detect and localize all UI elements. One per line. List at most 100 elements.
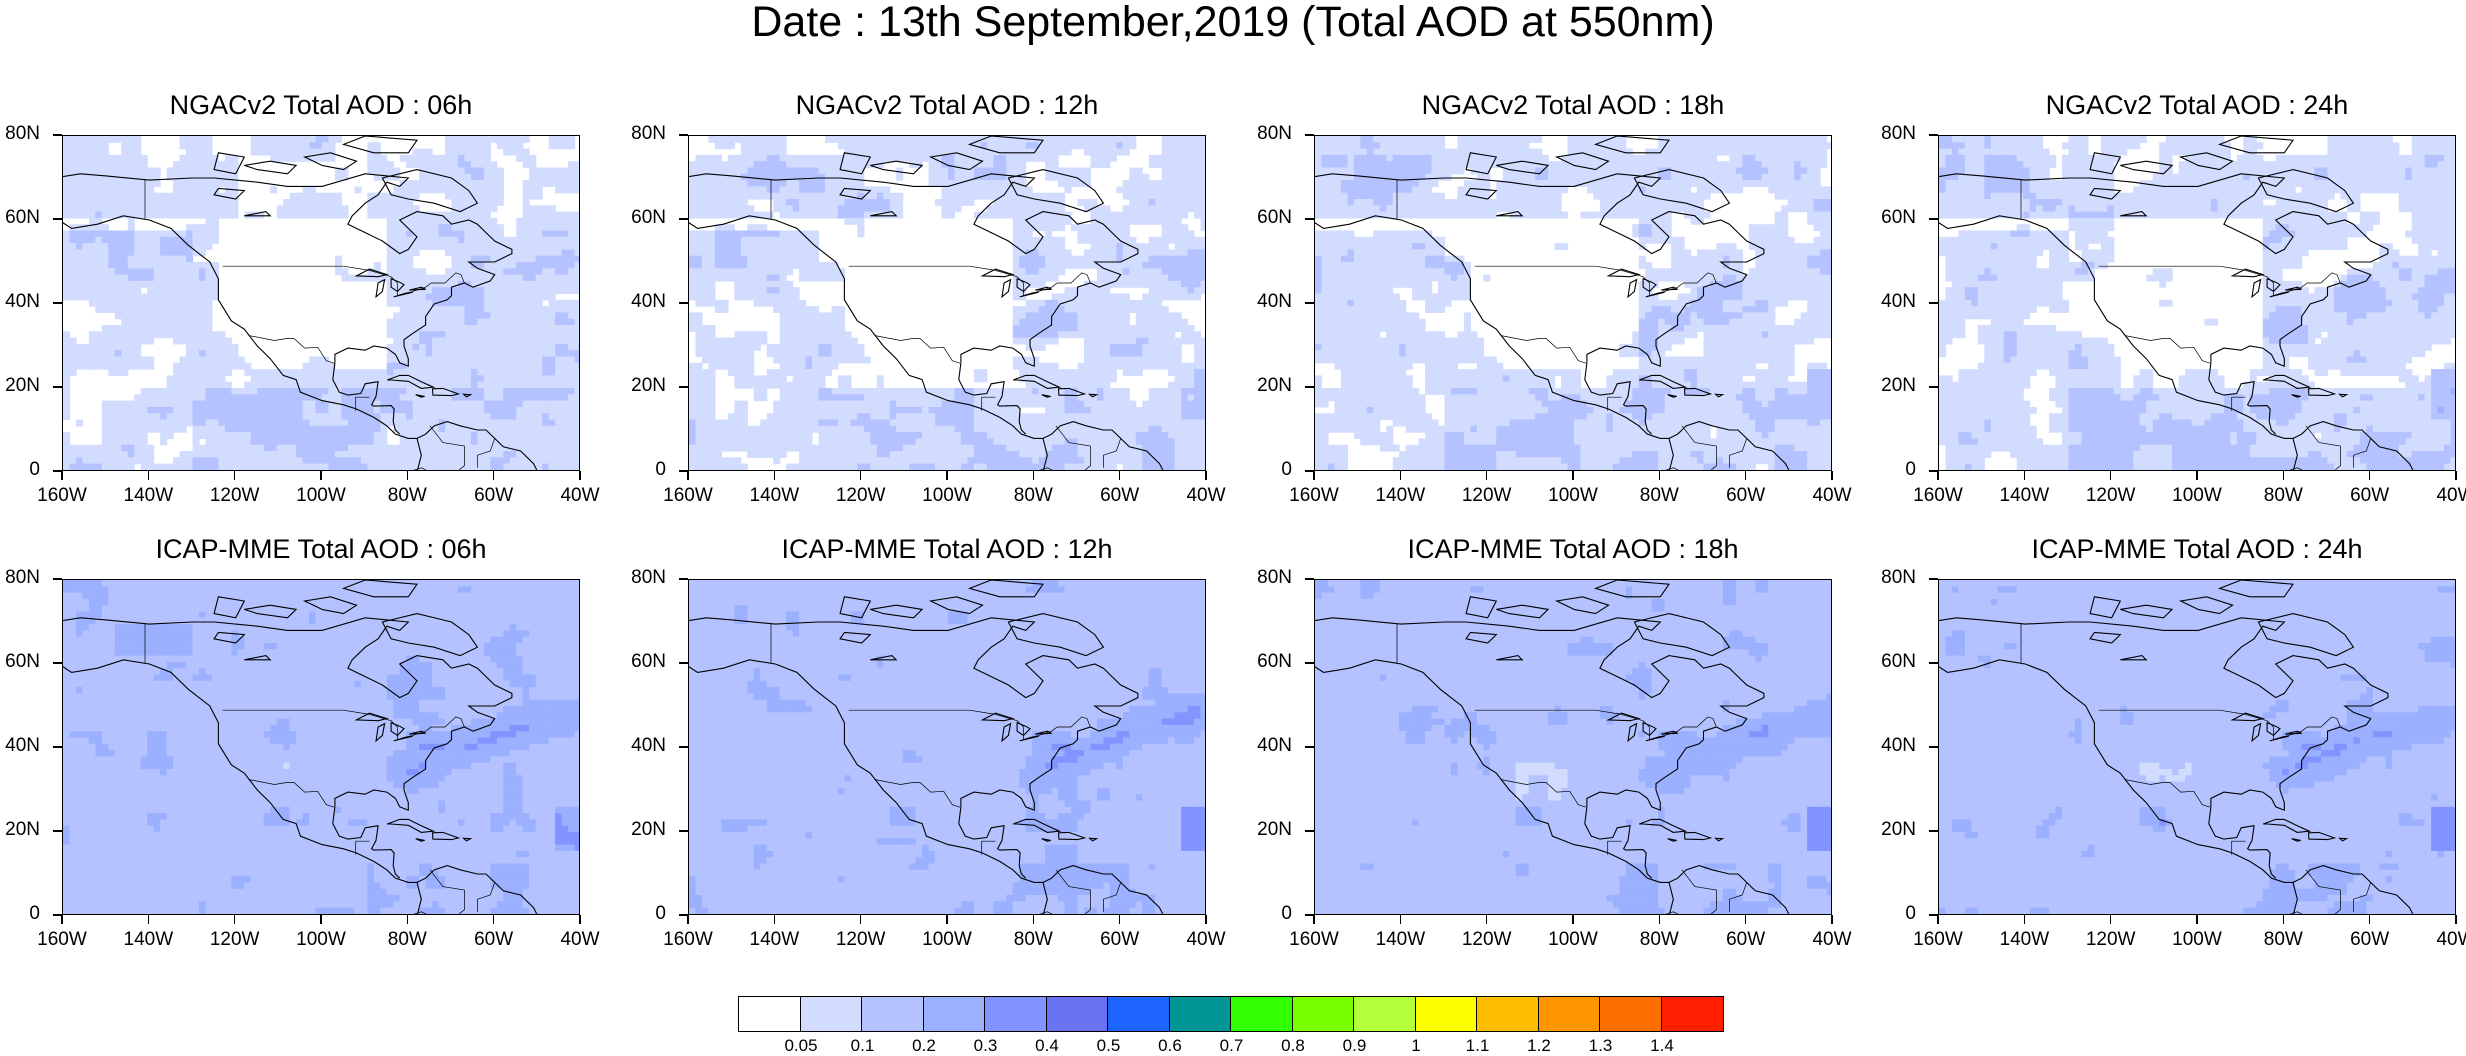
aod-cell bbox=[108, 463, 116, 470]
aod-cell bbox=[114, 205, 122, 213]
aod-cell bbox=[496, 457, 504, 465]
aod-cell bbox=[1103, 287, 1111, 295]
aod-cell bbox=[63, 388, 71, 395]
aod-cell bbox=[1168, 217, 1176, 225]
aod-cell bbox=[1096, 217, 1104, 225]
aod-cell bbox=[509, 331, 517, 339]
aod-cell bbox=[503, 312, 511, 320]
aod-cell bbox=[347, 425, 355, 433]
aod-cell bbox=[283, 205, 291, 213]
x-tick bbox=[147, 471, 150, 480]
aod-cell bbox=[496, 243, 504, 250]
aod-cell bbox=[121, 230, 129, 238]
aod-cell bbox=[445, 230, 453, 238]
aod-cell bbox=[850, 142, 858, 150]
aod-cell bbox=[114, 280, 122, 288]
aod-cell bbox=[1103, 325, 1111, 332]
aod-cell bbox=[302, 432, 310, 439]
aod-cell bbox=[198, 381, 207, 389]
aod-cell bbox=[173, 419, 181, 427]
aod-cell bbox=[477, 469, 485, 470]
aod-cell bbox=[708, 280, 716, 288]
aod-cell bbox=[95, 161, 103, 169]
x-tick-label: 40W bbox=[540, 485, 620, 507]
aod-cell bbox=[779, 262, 787, 269]
aod-cell bbox=[1155, 356, 1163, 364]
aod-cell bbox=[393, 255, 401, 263]
aod-cell bbox=[483, 205, 491, 213]
island-outline bbox=[431, 387, 461, 397]
aod-cell bbox=[734, 230, 742, 238]
aod-cell bbox=[542, 356, 550, 364]
aod-cell bbox=[82, 211, 90, 219]
aod-cell bbox=[224, 469, 232, 470]
aod-cell bbox=[844, 199, 852, 206]
border-line bbox=[222, 265, 465, 297]
aod-cell bbox=[88, 173, 96, 181]
island-outline bbox=[415, 394, 425, 398]
aod-cell bbox=[425, 419, 433, 427]
aod-cell bbox=[714, 249, 722, 257]
aod-cell bbox=[747, 192, 755, 200]
aod-cell bbox=[980, 161, 988, 169]
aod-cell bbox=[548, 293, 556, 301]
aod-cell bbox=[555, 312, 563, 320]
aod-cell bbox=[360, 457, 368, 465]
aod-cell bbox=[805, 331, 813, 339]
aod-cell bbox=[1019, 148, 1027, 156]
aod-cell bbox=[701, 337, 710, 345]
aod-cell bbox=[1168, 287, 1176, 295]
aod-cell bbox=[1194, 167, 1202, 175]
aod-cell bbox=[509, 299, 517, 307]
aod-cell bbox=[1142, 243, 1150, 250]
aod-cell bbox=[779, 230, 787, 238]
aod-cell bbox=[438, 350, 446, 358]
aod-cell bbox=[373, 161, 381, 169]
aod-cell bbox=[186, 192, 194, 200]
aod-cell bbox=[1077, 369, 1085, 376]
aod-cell bbox=[380, 381, 388, 389]
aod-cell bbox=[432, 280, 440, 288]
aod-cell bbox=[824, 161, 833, 169]
aod-cell bbox=[328, 381, 336, 389]
aod-cell bbox=[198, 161, 207, 169]
aod-cell bbox=[347, 394, 355, 402]
aod-cell bbox=[270, 388, 278, 395]
aod-cell bbox=[88, 249, 96, 257]
aod-cell bbox=[1109, 136, 1117, 143]
aod-cell bbox=[760, 173, 768, 181]
aod-cell bbox=[529, 457, 537, 465]
aod-cell bbox=[1103, 306, 1111, 313]
aod-cell bbox=[75, 444, 84, 452]
aod-cell bbox=[457, 469, 466, 470]
aod-cell bbox=[121, 249, 129, 257]
aod-cell bbox=[121, 362, 129, 370]
aod-cell bbox=[516, 148, 524, 156]
aod-cell bbox=[548, 280, 556, 288]
aod-cell bbox=[270, 148, 278, 156]
aod-cell bbox=[837, 142, 845, 150]
aod-cell bbox=[425, 186, 433, 194]
aod-cell bbox=[986, 180, 994, 187]
aod-cell bbox=[166, 425, 174, 433]
aod-cell bbox=[211, 167, 219, 175]
aod-cell bbox=[1200, 262, 1205, 269]
aod-cell bbox=[334, 369, 343, 376]
aod-cell bbox=[568, 318, 576, 326]
aod-cell bbox=[799, 299, 807, 307]
aod-cell bbox=[1187, 243, 1195, 250]
aod-cell bbox=[1051, 167, 1059, 175]
aod-cell bbox=[1038, 199, 1046, 206]
aod-cell bbox=[309, 463, 317, 470]
aod-cell bbox=[477, 375, 485, 383]
aod-cell bbox=[179, 293, 187, 301]
aod-cell bbox=[529, 406, 537, 414]
aod-cell bbox=[1194, 211, 1202, 219]
aod-cell bbox=[740, 249, 748, 257]
aod-cell bbox=[393, 268, 401, 276]
aod-cell bbox=[438, 457, 446, 465]
aod-cell bbox=[108, 299, 116, 307]
aod-cell bbox=[734, 362, 742, 370]
aod-cell bbox=[516, 236, 524, 244]
aod-cell bbox=[302, 425, 310, 433]
